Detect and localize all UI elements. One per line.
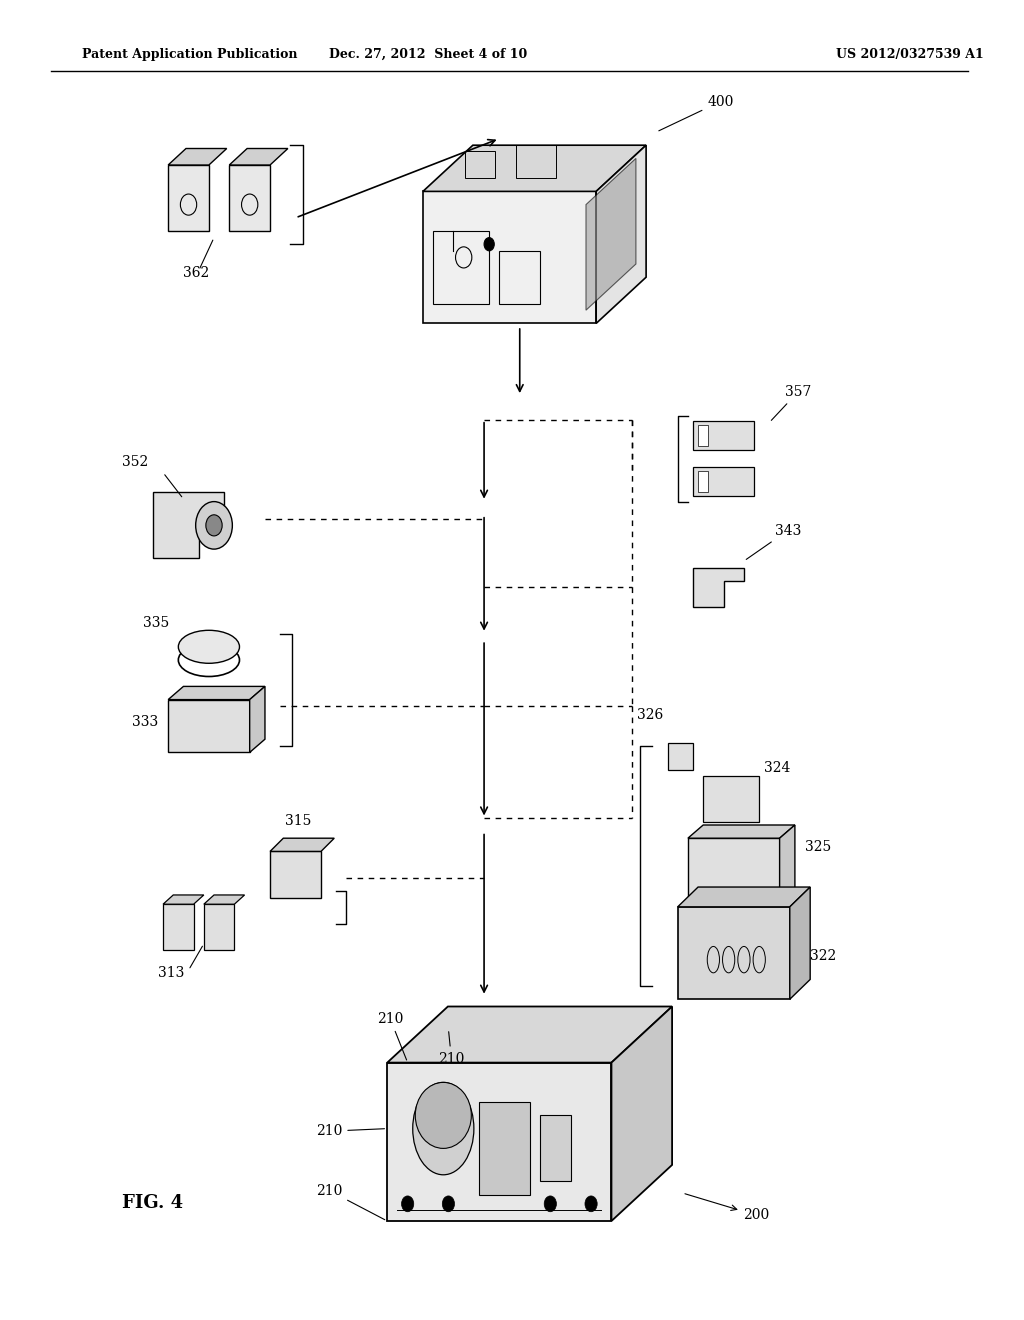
Bar (703, 776, 759, 822)
Polygon shape (204, 895, 245, 904)
Bar (465, 150, 496, 177)
Text: 333: 333 (132, 715, 159, 729)
Circle shape (442, 1196, 455, 1212)
Bar (516, 144, 556, 177)
Text: 322: 322 (810, 949, 837, 962)
Circle shape (196, 502, 232, 549)
Polygon shape (678, 887, 810, 907)
Polygon shape (168, 686, 265, 700)
Text: 357: 357 (771, 385, 811, 420)
Text: 313: 313 (158, 966, 184, 979)
Text: 325: 325 (805, 841, 831, 854)
Ellipse shape (416, 1082, 471, 1148)
Bar (693, 467, 754, 496)
Text: 362: 362 (183, 267, 210, 280)
Text: 335: 335 (142, 616, 169, 630)
Text: 210: 210 (316, 1125, 384, 1138)
Text: 343: 343 (746, 524, 801, 560)
Polygon shape (423, 191, 596, 323)
Circle shape (585, 1196, 597, 1212)
Bar (698, 471, 709, 492)
Bar (479, 1102, 530, 1195)
Polygon shape (423, 145, 646, 191)
Polygon shape (270, 838, 334, 851)
Polygon shape (204, 904, 234, 950)
Bar (540, 1115, 570, 1181)
Polygon shape (250, 686, 265, 752)
Polygon shape (229, 149, 288, 165)
Text: 200: 200 (685, 1193, 770, 1222)
Polygon shape (779, 825, 795, 904)
Text: 326: 326 (637, 709, 664, 722)
Text: 210: 210 (316, 1184, 385, 1220)
Text: 210: 210 (438, 1032, 465, 1065)
Ellipse shape (413, 1082, 474, 1175)
Polygon shape (688, 825, 795, 838)
Polygon shape (270, 851, 321, 898)
Text: 400: 400 (658, 95, 733, 131)
Ellipse shape (178, 630, 240, 663)
Polygon shape (790, 887, 810, 999)
Bar (698, 425, 709, 446)
Circle shape (484, 238, 495, 251)
Polygon shape (168, 700, 250, 752)
Polygon shape (668, 743, 693, 770)
Polygon shape (168, 149, 226, 165)
Bar (693, 421, 754, 450)
Polygon shape (387, 1006, 672, 1063)
Text: Patent Application Publication: Patent Application Publication (82, 48, 297, 61)
Polygon shape (229, 165, 270, 231)
Text: 315: 315 (286, 814, 311, 828)
Text: 324: 324 (764, 762, 791, 775)
Polygon shape (387, 1063, 611, 1221)
Polygon shape (586, 158, 636, 310)
Bar (500, 251, 540, 304)
Circle shape (206, 515, 222, 536)
Polygon shape (168, 165, 209, 231)
Text: US 2012/0327539 A1: US 2012/0327539 A1 (836, 48, 983, 61)
Polygon shape (153, 492, 224, 558)
Text: Dec. 27, 2012  Sheet 4 of 10: Dec. 27, 2012 Sheet 4 of 10 (329, 48, 527, 61)
Polygon shape (611, 1006, 672, 1221)
Text: FIG. 4: FIG. 4 (122, 1193, 183, 1212)
Bar (433, 231, 489, 304)
Polygon shape (163, 904, 194, 950)
Polygon shape (693, 568, 744, 607)
Polygon shape (596, 145, 646, 323)
Text: 210: 210 (377, 1012, 407, 1060)
Polygon shape (688, 838, 779, 904)
Text: 352: 352 (122, 455, 148, 469)
Polygon shape (163, 895, 204, 904)
Circle shape (544, 1196, 556, 1212)
Polygon shape (678, 907, 790, 999)
Circle shape (401, 1196, 414, 1212)
